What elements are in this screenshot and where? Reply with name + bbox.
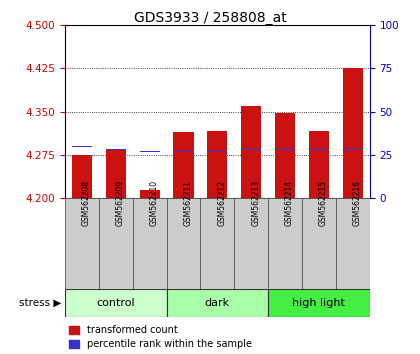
Bar bbox=[343, 149, 363, 150]
Bar bbox=[72, 155, 92, 198]
Bar bbox=[268, 289, 370, 317]
Text: GSM562214: GSM562214 bbox=[285, 180, 294, 226]
Bar bbox=[241, 149, 261, 150]
Bar bbox=[65, 289, 167, 317]
Bar bbox=[275, 149, 295, 150]
Text: GSM562210: GSM562210 bbox=[150, 180, 159, 226]
Text: dark: dark bbox=[205, 298, 230, 308]
Text: GSM562209: GSM562209 bbox=[116, 179, 125, 226]
Bar bbox=[336, 198, 370, 289]
Text: GSM562215: GSM562215 bbox=[319, 180, 328, 226]
Bar bbox=[173, 132, 194, 198]
Bar bbox=[167, 198, 200, 289]
Bar bbox=[234, 198, 268, 289]
Text: GSM562216: GSM562216 bbox=[353, 180, 362, 226]
Text: GSM562208: GSM562208 bbox=[82, 180, 91, 226]
Bar bbox=[173, 151, 194, 152]
Bar bbox=[309, 149, 329, 150]
Bar bbox=[302, 198, 336, 289]
Bar bbox=[99, 198, 133, 289]
Bar bbox=[65, 198, 99, 289]
Bar bbox=[268, 198, 302, 289]
Bar bbox=[72, 145, 92, 147]
Text: GSM562211: GSM562211 bbox=[184, 180, 192, 226]
Bar bbox=[139, 151, 160, 152]
Bar bbox=[200, 198, 234, 289]
Legend: transformed count, percentile rank within the sample: transformed count, percentile rank withi… bbox=[69, 325, 252, 349]
Text: GSM562213: GSM562213 bbox=[251, 180, 260, 226]
Bar bbox=[275, 113, 295, 198]
Bar bbox=[309, 131, 329, 198]
Bar bbox=[106, 149, 126, 150]
Text: stress ▶: stress ▶ bbox=[18, 298, 61, 308]
Bar bbox=[106, 150, 126, 198]
Bar bbox=[133, 198, 167, 289]
Text: high light: high light bbox=[292, 298, 345, 308]
Bar bbox=[343, 68, 363, 198]
Bar bbox=[207, 131, 228, 198]
Bar bbox=[167, 289, 268, 317]
Text: control: control bbox=[97, 298, 135, 308]
Text: GSM562212: GSM562212 bbox=[218, 180, 226, 226]
Bar bbox=[207, 151, 228, 152]
Bar bbox=[241, 106, 261, 198]
Bar bbox=[139, 189, 160, 198]
Text: GDS3933 / 258808_at: GDS3933 / 258808_at bbox=[134, 11, 286, 25]
